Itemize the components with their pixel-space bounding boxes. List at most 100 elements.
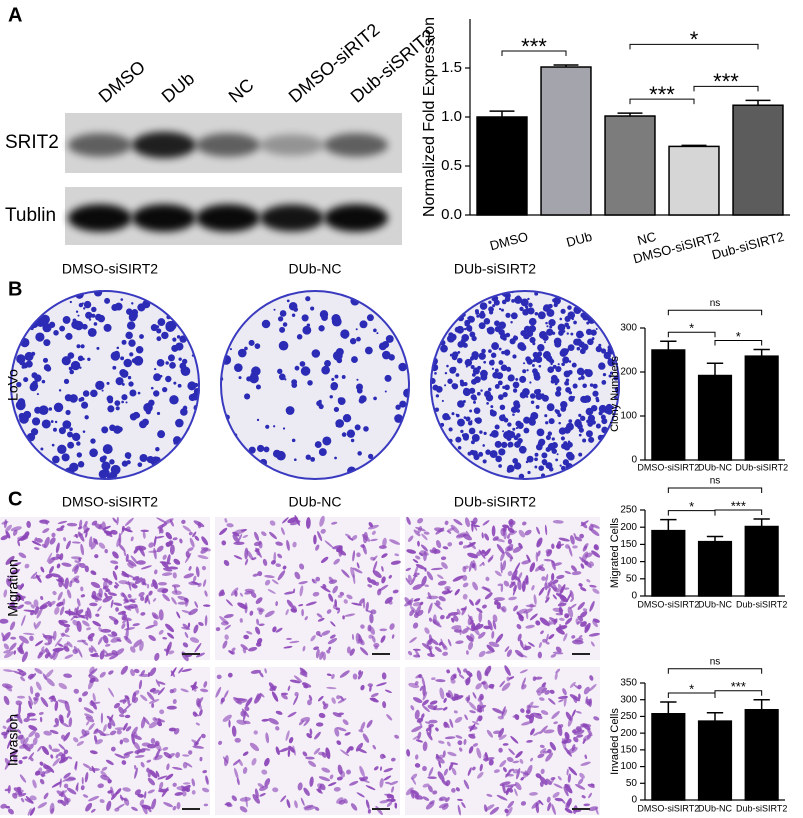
cell bbox=[488, 683, 495, 689]
cell bbox=[121, 525, 125, 533]
colony bbox=[276, 450, 286, 461]
cell bbox=[588, 632, 601, 637]
cell bbox=[35, 537, 43, 543]
colony bbox=[451, 383, 457, 389]
cell bbox=[265, 732, 270, 744]
cell bbox=[589, 584, 597, 588]
colony bbox=[531, 364, 535, 367]
cell bbox=[222, 714, 232, 722]
cell bbox=[524, 529, 532, 536]
cell bbox=[340, 749, 350, 757]
blot-band bbox=[68, 133, 132, 157]
cell bbox=[302, 682, 312, 688]
cell bbox=[566, 768, 569, 776]
colony bbox=[567, 311, 576, 320]
cell bbox=[275, 746, 280, 756]
cell bbox=[472, 559, 477, 571]
cell bbox=[552, 607, 564, 613]
cell bbox=[6, 717, 14, 723]
cell bbox=[482, 520, 490, 526]
cell bbox=[125, 703, 132, 710]
colony bbox=[114, 400, 121, 406]
cell bbox=[154, 740, 160, 747]
colony bbox=[515, 378, 519, 381]
cell bbox=[53, 723, 59, 728]
cell bbox=[48, 744, 53, 750]
cell bbox=[435, 679, 446, 683]
cell bbox=[80, 586, 84, 592]
cell bbox=[492, 730, 502, 735]
cell bbox=[312, 591, 320, 597]
colony bbox=[460, 379, 463, 382]
colony bbox=[120, 356, 125, 361]
colony bbox=[567, 344, 575, 352]
cell bbox=[29, 795, 37, 801]
cell bbox=[125, 573, 135, 579]
cell bbox=[97, 636, 103, 645]
cell bbox=[258, 623, 265, 627]
cell bbox=[177, 601, 187, 605]
cell bbox=[550, 582, 558, 592]
colony bbox=[558, 421, 561, 425]
cell bbox=[151, 702, 155, 708]
cell bbox=[21, 651, 28, 663]
cell bbox=[220, 591, 226, 596]
cell bbox=[446, 741, 451, 747]
colony bbox=[334, 374, 339, 379]
colony bbox=[120, 298, 124, 301]
colony bbox=[517, 342, 526, 350]
cell bbox=[275, 601, 278, 607]
colony bbox=[90, 438, 96, 444]
cell bbox=[71, 541, 81, 544]
cell bbox=[66, 641, 73, 648]
cell bbox=[513, 576, 517, 581]
cell bbox=[32, 779, 37, 789]
cell bbox=[412, 697, 423, 704]
colony bbox=[399, 400, 407, 408]
cell bbox=[338, 712, 344, 716]
colony bbox=[444, 371, 448, 375]
cell bbox=[389, 623, 395, 630]
cell bbox=[258, 608, 263, 615]
cell bbox=[554, 797, 563, 802]
cell bbox=[569, 603, 577, 609]
cell bbox=[521, 721, 532, 726]
colony bbox=[526, 369, 529, 372]
cell bbox=[271, 691, 279, 702]
cell bbox=[499, 680, 506, 688]
cell bbox=[381, 672, 387, 680]
colony bbox=[588, 436, 595, 443]
cell bbox=[557, 724, 563, 737]
cell bbox=[379, 628, 388, 632]
cell bbox=[571, 635, 576, 639]
colony bbox=[463, 327, 467, 331]
colony bbox=[237, 348, 247, 358]
colony bbox=[256, 418, 260, 422]
cell bbox=[224, 634, 229, 640]
significance-label: ns bbox=[710, 656, 721, 667]
colony bbox=[578, 413, 582, 418]
colony bbox=[568, 360, 572, 363]
cell bbox=[578, 583, 583, 587]
cell bbox=[539, 744, 545, 748]
colony bbox=[498, 448, 506, 456]
cell bbox=[438, 740, 445, 744]
row-label: SRIT2 bbox=[5, 132, 59, 153]
colony bbox=[233, 363, 243, 372]
colony bbox=[479, 322, 484, 327]
cell bbox=[540, 630, 544, 635]
cell bbox=[224, 803, 231, 806]
colony bbox=[435, 385, 443, 393]
cell bbox=[6, 579, 11, 587]
colony bbox=[169, 362, 176, 369]
colony bbox=[548, 318, 556, 327]
significance-bracket bbox=[667, 331, 716, 338]
colony bbox=[491, 367, 495, 370]
colony bbox=[61, 356, 71, 366]
colony bbox=[492, 304, 496, 308]
cell bbox=[507, 538, 513, 545]
cell bbox=[231, 795, 237, 802]
cell bbox=[114, 565, 119, 570]
colony bbox=[335, 419, 345, 428]
colony bbox=[513, 462, 522, 470]
